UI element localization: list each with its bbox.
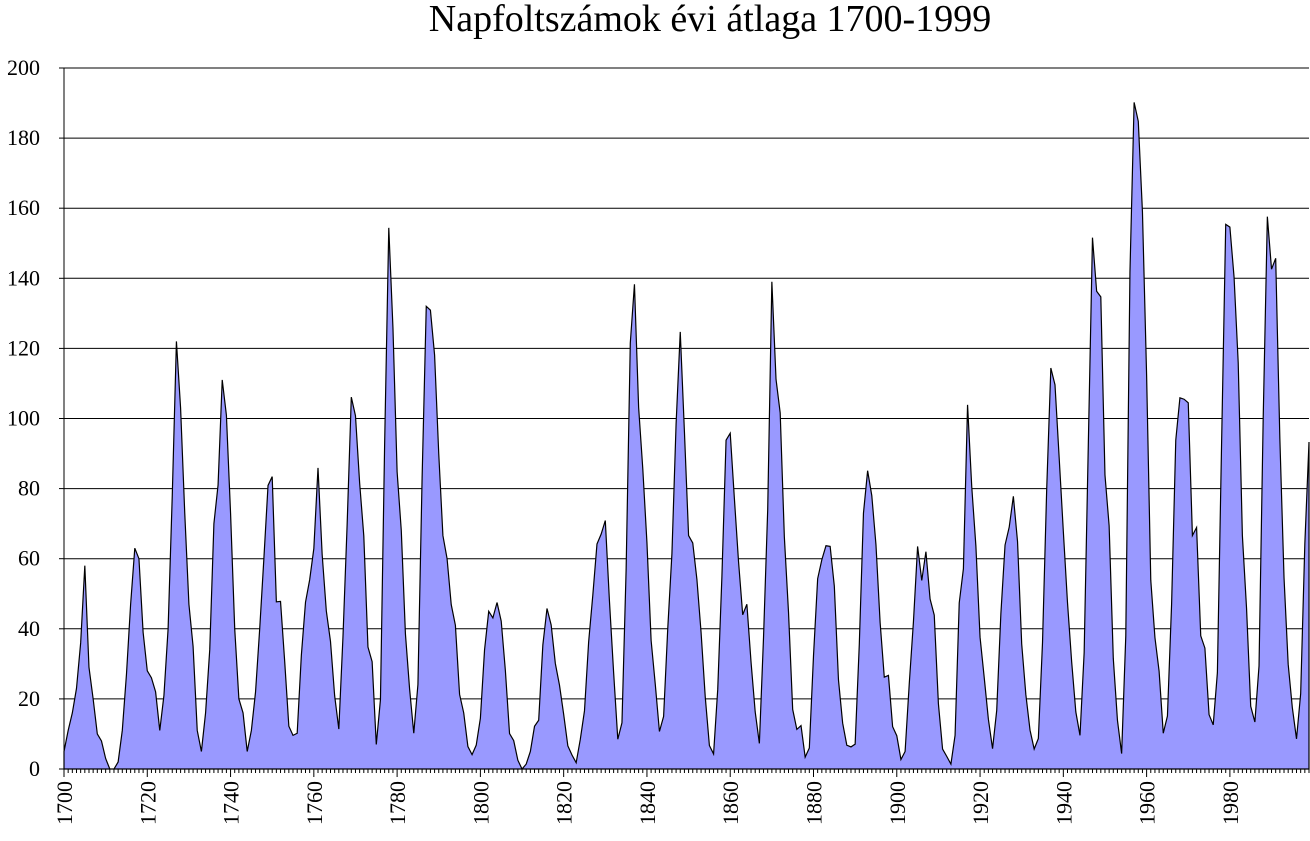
x-tick-label: 1740 (219, 781, 244, 825)
x-tick-label: 1780 (385, 781, 410, 825)
y-tick-label: 160 (7, 195, 40, 220)
x-tick-label: 1760 (302, 781, 327, 825)
x-tick-label: 1900 (885, 781, 910, 825)
x-tick-label: 1920 (968, 781, 993, 825)
x-tick-label: 1860 (718, 781, 743, 825)
y-tick-label: 60 (18, 546, 40, 571)
y-tick-label: 20 (18, 686, 40, 711)
y-tick-label: 100 (7, 406, 40, 431)
sunspot-area (63, 102, 1310, 771)
y-tick-label: 0 (29, 756, 40, 781)
x-tick-label: 1840 (635, 781, 660, 825)
x-tick-label: 1700 (52, 781, 77, 825)
y-tick-label: 140 (7, 265, 40, 290)
y-tick-labels: 0 20 40 60 80 100 120 140 160 180 200 (7, 55, 40, 781)
axes (59, 67, 1310, 777)
y-tick-label: 200 (7, 55, 40, 80)
y-tick-label: 40 (18, 616, 40, 641)
x-tick-label: 1820 (552, 781, 577, 825)
x-tick-label: 1960 (1135, 781, 1160, 825)
y-tick-label: 80 (18, 476, 40, 501)
x-tick-label: 1980 (1218, 781, 1243, 825)
x-tick-label: 1800 (468, 781, 493, 825)
x-tick-label: 1940 (1051, 781, 1076, 825)
chart-title: Napfoltszámok évi átlaga 1700-1999 (428, 0, 992, 40)
x-tick-labels: 1700 1720 1740 1760 1780 1800 1820 1840 1860 1880… (52, 781, 1243, 825)
y-tick-label: 180 (7, 125, 40, 150)
x-tick-label: 1720 (135, 781, 160, 825)
y-tick-label: 120 (7, 335, 40, 360)
x-tick-label: 1880 (801, 781, 826, 825)
